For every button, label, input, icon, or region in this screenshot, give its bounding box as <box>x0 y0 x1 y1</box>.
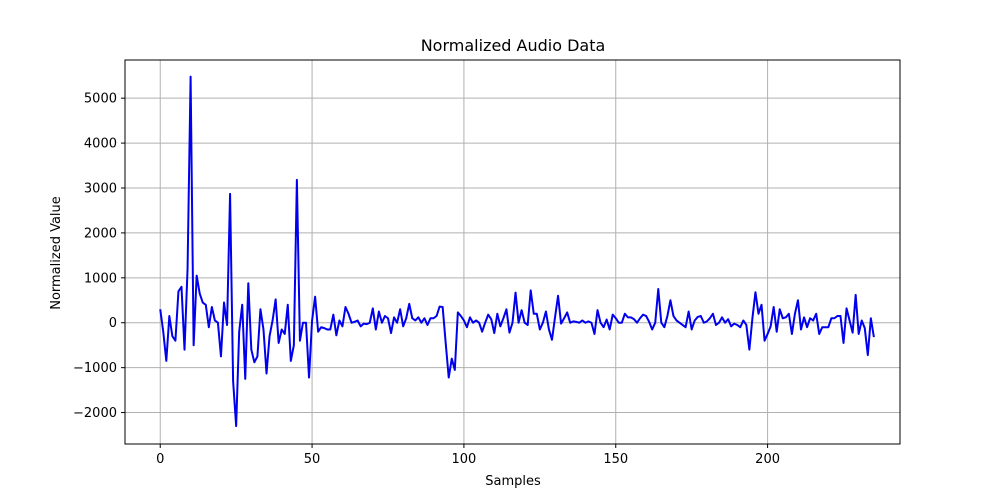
x-tick-label: 150 <box>603 452 628 467</box>
grid-lines <box>125 60 900 444</box>
y-axis-label: Normalized Value <box>49 196 64 310</box>
y-tick-label: −2000 <box>73 406 117 421</box>
x-axis: 0 50 100 150 200 <box>156 444 780 467</box>
y-tick-label: 5000 <box>84 92 117 107</box>
y-tick-label: 3000 <box>84 182 117 197</box>
chart-title: Normalized Audio Data <box>421 36 606 55</box>
axes-frame <box>124 59 901 445</box>
x-tick-label: 200 <box>755 452 780 467</box>
x-axis-label: Samples <box>485 474 541 489</box>
x-tick-label: 0 <box>156 452 164 467</box>
y-tick-label: −1000 <box>73 361 117 376</box>
series-line <box>159 75 875 428</box>
y-tick-label: 4000 <box>84 137 117 152</box>
y-tick-label: 0 <box>109 316 117 331</box>
y-tick-label: 2000 <box>84 226 117 241</box>
y-tick-label: 1000 <box>84 271 117 286</box>
x-tick-label: 50 <box>304 452 321 467</box>
x-tick-label: 100 <box>451 452 476 467</box>
y-axis: −2000 −1000 0 1000 2000 3000 4000 5000 <box>73 92 125 421</box>
plot-area <box>159 75 875 428</box>
